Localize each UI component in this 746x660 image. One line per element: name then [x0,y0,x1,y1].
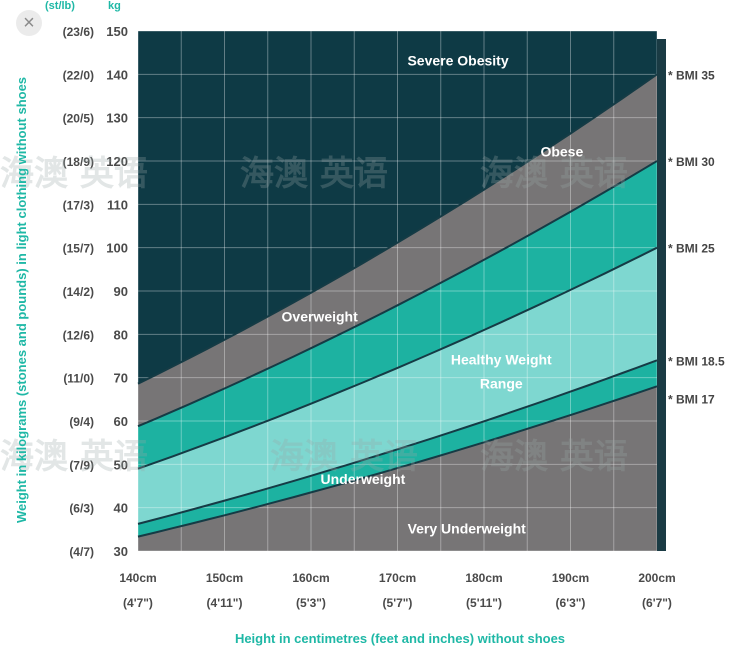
x-axis-title: Height in centimetres (feet and inches) … [235,631,565,646]
region-label-range: Range [480,376,523,392]
y-tick-sublabel: (15/7) [63,242,94,256]
y-tick-label: 90 [114,284,128,299]
y-tick-label: 70 [114,371,128,386]
y-tick-sublabel: (9/4) [69,415,94,429]
x-tick-sublabel: (6'3") [556,596,586,610]
x-tick-label: 140cm [119,571,156,585]
y-axis-title: Weight in kilograms (stones and pounds) … [14,77,29,523]
region-label-healthy-weight: Healthy Weight [451,352,552,368]
y-tick-label: 100 [106,241,128,256]
y-tick-sublabel: (22/0) [63,68,94,82]
bmi-label: * BMI 17 [668,392,715,406]
watermark-text: 海澳 英语 [240,154,388,194]
x-tick-sublabel: (5'7") [383,596,413,610]
bmi-line-18-5 [137,359,658,525]
region-label-underweight: Underweight [321,471,406,487]
y-tick-label: 110 [107,197,128,212]
bmi-label: * BMI 35 [668,68,715,82]
right-axis-bar-rect [657,39,666,551]
y-tick-sublabel: (20/5) [63,112,94,126]
region-label-overweight: Overweight [282,308,359,324]
bmi-label: * BMI 30 [668,155,715,169]
y-tick-sublabel: (11/0) [63,372,94,386]
y-tick-label: 60 [114,414,128,429]
x-tick-label: 150cm [206,571,243,585]
bmi-line-35 [137,73,658,385]
x-tick-label: 170cm [379,571,416,585]
x-tick-label: 190cm [552,571,589,585]
close-icon: × [23,12,35,34]
y-tick-label: 150 [106,24,128,39]
y-tick-sublabel: (14/2) [63,285,94,299]
bmi-line-30 [137,160,658,428]
y-tick-label: 130 [106,111,128,126]
bmi-line-25 [137,246,658,470]
region-label-very-underweight: Very Underweight [408,521,527,537]
watermark-text: 海澳 英语 [0,437,148,477]
x-tick-label: 160cm [292,571,329,585]
x-tick-sublabel: (6'7") [642,596,672,610]
y-axis-ticks: 30 (4/7) 40 (6/3) 50 (7/9) 60 (9/4) 70 (11/0) 80 (1… [63,24,128,559]
close-button[interactable]: × [16,10,42,36]
region-labels: Severe Obesity Obese Overweight Healthy Wei… [282,53,584,537]
x-axis-ticks: 140cm (4'7") 150cm (4'11") 160cm (5'3") 170cm (… [119,571,675,610]
bmi-labels: * BMI 35 * BMI 30 * BMI 25 * BMI 18.5 * BMI … [668,68,725,406]
watermark-text: 海澳 英语 [270,437,418,477]
y-tick-sublabel: (4/7) [69,545,94,559]
watermark-text: 海澳 英语 [480,154,628,194]
x-tick-sublabel: (4'7") [123,596,153,610]
y-tick-label: 140 [106,67,128,82]
watermark-text: 海澳 英语 [480,437,628,477]
y-tick-sublabel: (6/3) [69,502,94,516]
y-tick-label: 120 [106,154,128,169]
y-tick-label: 30 [114,544,128,559]
y-unit-alt: (st/lb) [45,0,75,12]
y-tick-sublabel: (7/9) [69,458,94,472]
x-tick-label: 200cm [638,571,675,585]
y-tick-label: 80 [114,327,128,342]
watermark-text: 海澳 英语 [0,154,148,194]
y-tick-sublabel: (17/3) [63,198,94,212]
bmi-label: * BMI 18.5 [668,354,725,368]
x-tick-sublabel: (4'11") [207,596,243,610]
x-tick-label: 180cm [465,571,502,585]
bmi-lines [137,73,658,538]
y-tick-sublabel: (23/6) [63,25,94,39]
y-tick-sublabel: (18/9) [63,155,94,169]
region-label-obese: Obese [540,144,583,160]
y-tick-label: 40 [114,501,128,516]
bmi-label: * BMI 25 [668,242,715,256]
chart-grid [137,30,658,552]
y-tick-sublabel: (12/6) [63,328,94,342]
region-label-severe-obesity: Severe Obesity [407,53,508,69]
x-tick-sublabel: (5'3") [296,596,326,610]
bmi-line-17 [137,385,658,538]
y-tick-label: 50 [114,457,128,472]
x-tick-sublabel: (5'11") [466,596,502,610]
y-unit-main: kg [108,0,121,12]
right-axis-bar [657,39,666,551]
